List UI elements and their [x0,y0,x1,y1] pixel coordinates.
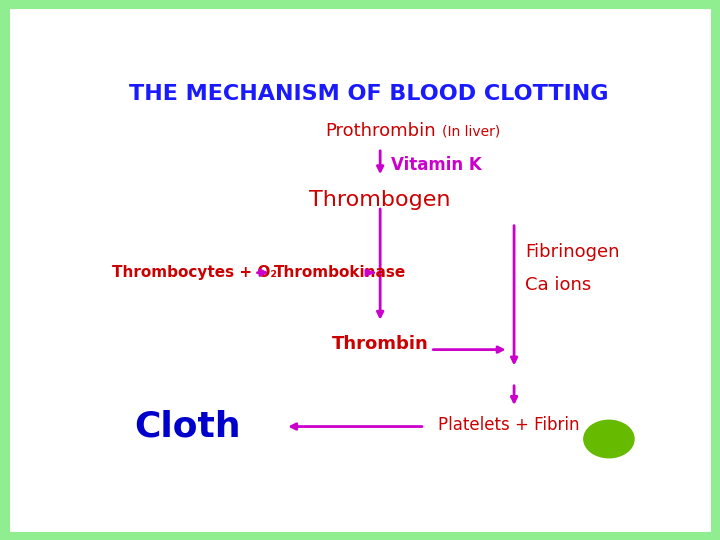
Text: Thrombin: Thrombin [332,335,428,353]
Text: THE MECHANISM OF BLOOD CLOTTING: THE MECHANISM OF BLOOD CLOTTING [130,84,608,104]
Text: Vitamin K: Vitamin K [392,156,482,173]
Text: Platelets + Fibrin: Platelets + Fibrin [438,416,580,434]
Text: (In liver): (In liver) [441,124,500,138]
Circle shape [584,420,634,458]
Text: Cloth: Cloth [134,409,240,443]
Text: Ca ions: Ca ions [526,276,592,294]
Text: Thrombogen: Thrombogen [310,190,451,210]
Text: Thrombocytes + O₂: Thrombocytes + O₂ [112,265,277,280]
Text: Fibrinogen: Fibrinogen [526,243,620,261]
Text: Thrombokinase: Thrombokinase [274,265,406,280]
Text: Prothrombin: Prothrombin [325,123,436,140]
